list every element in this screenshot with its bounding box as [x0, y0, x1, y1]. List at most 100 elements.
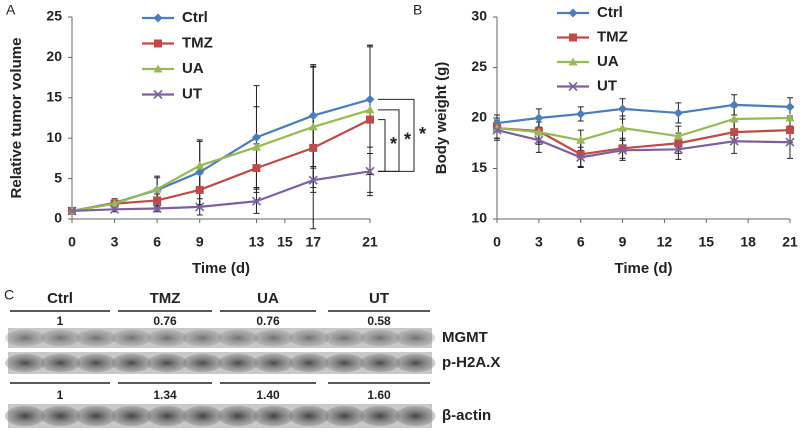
- blot-band: [111, 329, 152, 347]
- marker: [67, 206, 77, 216]
- x-axis-title: Time (d): [192, 260, 250, 277]
- blot-panel: Ctrl 1 1 TMZ 0.76 1.34 UA 0.76 1.40 UT 0.58 1.60 MGM…: [5, 290, 500, 428]
- marker: [576, 109, 586, 119]
- marker: [534, 135, 544, 145]
- row-label: p-H2A.X: [442, 354, 500, 371]
- marker: [673, 144, 683, 154]
- marker: [673, 108, 683, 118]
- blot-band: [395, 353, 436, 373]
- x-tick-label: 13: [249, 234, 265, 250]
- actin-ratio: 1: [57, 388, 64, 402]
- marker: [366, 115, 374, 124]
- marker: [729, 114, 739, 123]
- y-axis-title: Relative tumor volume: [8, 38, 25, 199]
- marker: [195, 185, 204, 194]
- blot-band: [40, 405, 81, 427]
- marker: [110, 199, 120, 208]
- legend-label: Ctrl: [597, 4, 623, 21]
- blot-band: [324, 405, 365, 427]
- blot-band: [111, 353, 152, 373]
- marker: [673, 131, 683, 140]
- legend-label: TMZ: [182, 34, 213, 51]
- marker: [152, 184, 162, 193]
- marker: [308, 111, 318, 121]
- marker: [674, 139, 683, 148]
- actin-ratio: 1.60: [367, 388, 391, 402]
- y-tick-label: 0: [54, 210, 62, 226]
- x-tick-label: 17: [305, 234, 321, 250]
- marker: [152, 203, 162, 214]
- marker: [534, 113, 544, 123]
- legend-label: UA: [182, 60, 204, 77]
- y-tick-label: 20: [46, 48, 62, 64]
- blot-band: [182, 405, 223, 427]
- actin-ratio: 1.34: [153, 388, 177, 402]
- marker: [308, 122, 318, 131]
- blot-band: [218, 329, 258, 347]
- marker: [153, 196, 162, 205]
- marker: [576, 150, 585, 159]
- blot-band: [360, 353, 400, 373]
- x-tick-label: 0: [493, 234, 501, 250]
- marker: [365, 166, 375, 176]
- marker: [153, 89, 163, 100]
- y-tick-label: 15: [471, 159, 487, 175]
- blot-band: [324, 353, 365, 373]
- significance-bracket: [378, 109, 400, 172]
- blot-band: [253, 405, 294, 427]
- legend-label: TMZ: [597, 28, 628, 45]
- blot-band: [5, 353, 45, 373]
- x-tick-label: 18: [740, 234, 756, 250]
- significance-bracket: [378, 119, 386, 172]
- marker: [195, 161, 205, 170]
- marker: [309, 143, 318, 152]
- x-tick-label: 12: [657, 234, 673, 250]
- y-axis-title: Body weight (g): [433, 62, 450, 175]
- marker: [153, 13, 163, 23]
- marker: [568, 81, 578, 92]
- group-label: UA: [257, 290, 279, 307]
- x-tick-label: 3: [111, 234, 119, 250]
- marker: [786, 126, 794, 135]
- marker: [785, 102, 795, 112]
- marker: [568, 57, 578, 66]
- blot-band: [5, 329, 45, 347]
- marker: [576, 152, 586, 162]
- marker: [618, 123, 628, 132]
- blot-band: [5, 405, 45, 427]
- blot-band: [218, 353, 258, 373]
- mgmt-ratio: 0.58: [367, 314, 391, 328]
- marker: [618, 145, 628, 155]
- row-label: MGMT: [442, 329, 488, 346]
- y-tick-label: 5: [54, 169, 62, 185]
- mgmt-ratio: 0.76: [256, 314, 280, 328]
- blot-band: [147, 405, 187, 427]
- marker: [365, 105, 375, 114]
- blot-band: [253, 329, 294, 347]
- marker: [251, 132, 261, 142]
- blot-band: [360, 405, 400, 427]
- group-label: UT: [369, 290, 389, 307]
- x-tick-label: 21: [362, 234, 378, 250]
- marker: [365, 94, 375, 104]
- x-axis-title: Time (d): [614, 260, 672, 277]
- panel-label: C: [4, 287, 14, 303]
- blot-band: [182, 353, 223, 373]
- series-line: [71, 108, 371, 213]
- blot-band: [360, 329, 400, 347]
- marker: [195, 167, 205, 177]
- blot-band: [182, 329, 223, 347]
- blot-band: [289, 405, 329, 427]
- panel-label: A: [6, 2, 16, 18]
- legend-label: UT: [597, 77, 617, 94]
- significance-mark: *: [419, 124, 426, 144]
- x-tick-label: 15: [277, 234, 293, 250]
- mgmt-ratio: 0.76: [153, 314, 177, 328]
- marker: [251, 142, 261, 151]
- blot-band: [40, 353, 81, 373]
- blot-band: [76, 329, 116, 347]
- marker: [729, 100, 739, 110]
- marker: [576, 135, 586, 144]
- legend-label: UT: [182, 85, 202, 102]
- row-label: β-actin: [442, 407, 491, 424]
